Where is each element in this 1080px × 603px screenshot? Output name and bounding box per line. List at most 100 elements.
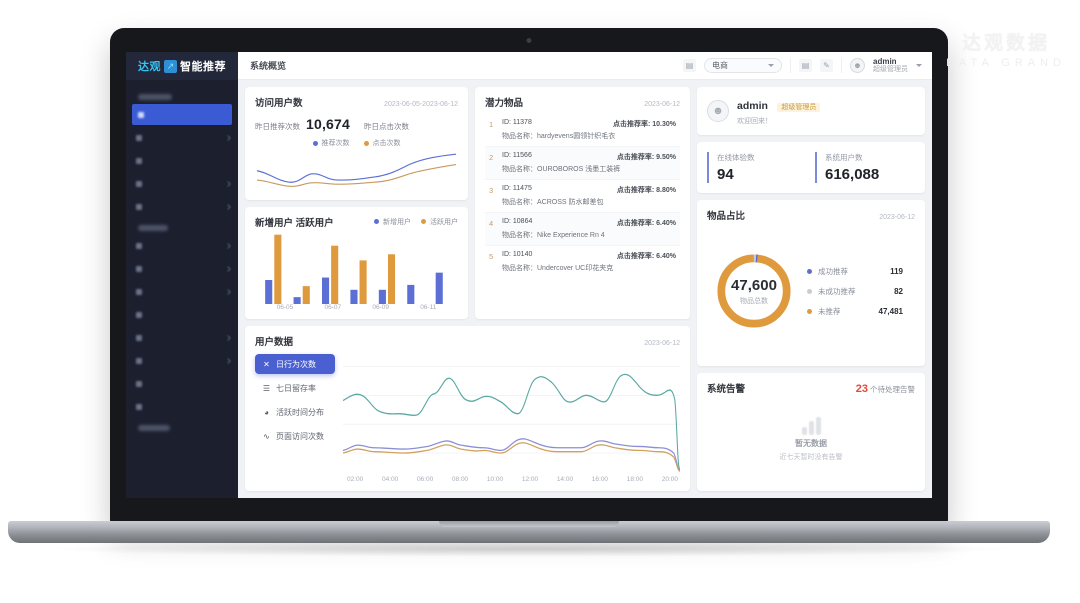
user-data-header: 用户数据 2023-06-12	[255, 334, 680, 348]
axis-tick: 10:00	[486, 476, 504, 483]
tab-label: 日行为次数	[276, 359, 316, 369]
daily-behavior-axis: 02:00 04:00 06:00 08:00 10:00 12:00 14:0…	[343, 474, 680, 483]
legend-item-active-users[interactable]: 活跃用户	[421, 217, 458, 227]
tab-seven-day-retention[interactable]: ☰ 七日留存率	[255, 378, 335, 398]
sidebar-item-13[interactable]	[126, 396, 238, 417]
kpi1-label: 昨日推荐次数	[255, 122, 300, 131]
scatter-icon: ✕	[263, 359, 270, 369]
list-item[interactable]: 2 ID: 11566 点击推荐率: 9.50% 物品名称：OUROBOROS …	[485, 147, 680, 180]
chart-arrow-icon	[164, 59, 177, 73]
stat-label: 在线体验数	[717, 153, 755, 162]
item-rank: 2	[489, 153, 494, 162]
document-icon[interactable]: ▤	[799, 58, 812, 72]
sidebar-item-10[interactable]	[126, 327, 238, 348]
sidebar-item-9[interactable]	[126, 304, 238, 325]
donut-card-header: 物品占比 2023-06-12	[707, 208, 915, 222]
daily-behavior-line-chart[interactable]	[343, 356, 680, 474]
nav-item-icon	[136, 180, 142, 187]
sidebar-item-4[interactable]	[126, 173, 238, 194]
chevron-down-icon	[768, 63, 774, 67]
item-name: 物品名称：hardyevens圆领针织毛衣	[502, 133, 616, 140]
user-avatar-icon[interactable]: ☻	[850, 57, 865, 73]
chevron-right-icon	[225, 357, 231, 364]
item-name: 物品名称：ACROSS 防水邮差包	[502, 199, 604, 206]
legend-dot	[807, 288, 812, 294]
sidebar-item-12[interactable]	[126, 373, 238, 394]
alarm-card-title: 系统告警	[707, 384, 746, 395]
nav-group-title-placeholder	[138, 94, 172, 100]
donut-legend: 成功推荐 119 未成功推荐 82	[803, 266, 915, 317]
visits-and-users-column: 访问用户数 2023-06-05-2023-06-12 昨日推荐次数 10,67…	[245, 87, 468, 319]
item-id: ID: 11475	[502, 185, 532, 192]
sidebar-item-5[interactable]	[126, 196, 238, 217]
user-role: 超级管理员	[873, 66, 908, 74]
sidebar-item-2[interactable]	[126, 127, 238, 148]
axis-tick: 20:00	[661, 476, 678, 483]
tab-page-visits[interactable]: ∿ 页面访问次数	[255, 426, 335, 446]
sidebar-item-3[interactable]	[126, 150, 238, 171]
stat-label: 系统用户数	[825, 153, 863, 162]
list-item[interactable]: 4 ID: 10864 点击推荐率: 6.40% 物品名称：Nike Exper…	[485, 213, 680, 246]
legend-item-failed[interactable]: 未成功推荐 82	[807, 286, 915, 297]
visits-line-chart[interactable]	[255, 150, 458, 192]
edit-icon[interactable]: ✎	[820, 58, 833, 72]
legend-item-unrecommended[interactable]: 未推荐 47,481	[807, 306, 915, 317]
nav-group-label-3	[126, 419, 238, 435]
brand-logo[interactable]: 达观 智能推荐	[126, 52, 238, 80]
chevron-down-icon[interactable]	[916, 63, 922, 67]
funnel-icon: ☰	[262, 383, 271, 393]
items-list: 1 ID: 11378 点击推荐率: 10.30% 物品名称：hardyeven…	[485, 114, 680, 278]
legend-item-success[interactable]: 成功推荐 119	[807, 266, 915, 277]
tab-active-time-distribution[interactable]: ◕ 活跃时间分布	[255, 402, 335, 422]
admin-role-badge: 超级管理员	[777, 103, 821, 112]
user-data-date: 2023-06-12	[644, 340, 680, 347]
series-click-line	[256, 163, 457, 187]
laptop-base	[8, 521, 1050, 543]
empty-subtitle: 近七天暂时没有告警	[779, 453, 843, 461]
alarm-pending-count[interactable]: 23 个待处理告警	[856, 383, 915, 395]
watermark: 达观数据 DATA GRAND	[946, 28, 1066, 69]
legend-value: 82	[894, 286, 903, 296]
user-data-body: ✕ 日行为次数 ☰ 七日留存率 ◕ 活跃时间分布	[255, 354, 680, 483]
sidebar-item-8[interactable]	[126, 281, 238, 302]
kpi2-label: 昨日点击次数	[364, 122, 410, 131]
donut-card-title: 物品占比	[707, 211, 746, 222]
legend-item-new-users[interactable]: 新增用户	[374, 217, 411, 227]
list-icon[interactable]: ▤	[683, 58, 696, 72]
page-title: 系统概览	[250, 61, 287, 71]
legend-dot	[421, 219, 426, 224]
legend-item-recommend[interactable]: 推荐次数	[312, 138, 350, 148]
topbar: 系统概览 ▤ 电商 ▤ ✎ ☻ admin	[238, 52, 932, 80]
item-name: 物品名称：Nike Experience Rn 4	[502, 232, 605, 239]
user-name: admin	[873, 56, 897, 66]
users-card-title: 新增用户 活跃用户	[255, 217, 334, 229]
donut-center-label: 47,600 物品总数	[711, 248, 797, 334]
item-rate: 点击推荐率: 10.30%	[612, 121, 676, 128]
nav-item-icon	[136, 265, 142, 272]
list-item[interactable]: 3 ID: 11475 点击推荐率: 8.80% 物品名称：ACROSS 防水邮…	[485, 180, 680, 213]
sidebar-item-7[interactable]	[126, 258, 238, 279]
axis-tick: 06-09	[372, 304, 389, 311]
sidebar-item-1[interactable]	[132, 104, 232, 125]
sidebar-item-6[interactable]	[126, 235, 238, 256]
list-item[interactable]: 1 ID: 11378 点击推荐率: 10.30% 物品名称：hardyeven…	[485, 114, 680, 147]
item-body: ID: 10140 点击推荐率: 6.40% 物品名称：Undercover U…	[502, 251, 676, 273]
sidebar-item-11[interactable]	[126, 350, 238, 371]
industry-select[interactable]: 电商	[704, 57, 782, 73]
users-bar-chart[interactable]	[255, 231, 458, 304]
list-item[interactable]: 5 ID: 10140 点击推荐率: 6.40% 物品名称：Undercover…	[485, 246, 680, 278]
donut-card-date: 2023-06-12	[879, 214, 915, 221]
legend-item-click[interactable]: 点击次数	[363, 138, 401, 148]
legend-value: 47,481	[878, 306, 903, 316]
user-menu[interactable]: admin 超级管理员	[873, 57, 908, 74]
item-line-top: ID: 11475 点击推荐率: 8.80%	[502, 185, 676, 195]
donut-chart[interactable]: 47,600 物品总数	[711, 248, 797, 334]
tab-daily-behavior[interactable]: ✕ 日行为次数	[255, 354, 335, 374]
items-card-header: 潜力物品 2023-06-12	[485, 95, 680, 109]
nav-group-title-placeholder	[138, 225, 168, 231]
series-teal-line	[343, 373, 680, 470]
laptop-shadow	[40, 541, 1020, 557]
nav-item-icon	[136, 134, 142, 141]
item-rate: 点击推荐率: 9.50%	[616, 154, 676, 161]
webcam-icon	[526, 38, 532, 43]
